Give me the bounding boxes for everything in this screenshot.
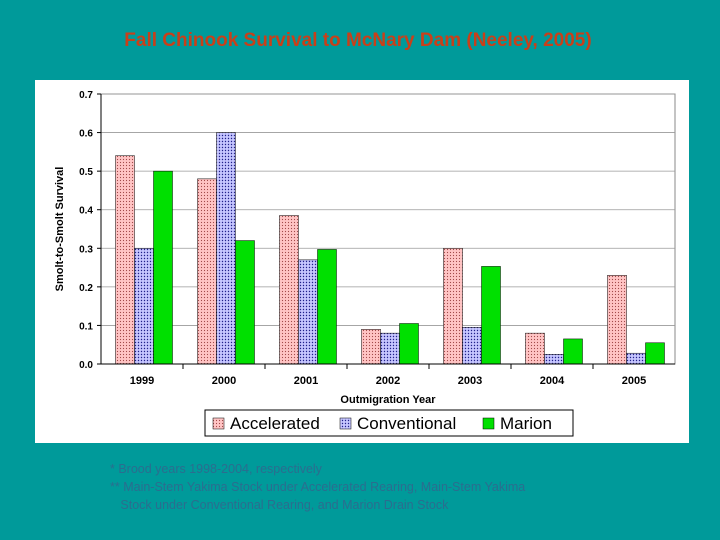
bar-conventional-1999: [134, 248, 154, 365]
x-tick-label: 2002: [376, 375, 400, 387]
x-tick-label: 2000: [212, 375, 236, 387]
y-tick-label: 0.7: [79, 90, 93, 101]
legend-label-accelerated: Accelerated: [230, 414, 320, 433]
footnote-line: Stock under Conventional Rearing, and Ma…: [110, 498, 449, 512]
bar-accelerated-2000: [197, 178, 217, 365]
plot-area: [100, 93, 676, 365]
x-tick-label: 1999: [130, 375, 154, 387]
bar-conventional-2001: [298, 259, 318, 365]
bar-marion-2003: [481, 266, 501, 365]
y-tick-label: 0.0: [79, 360, 93, 371]
legend-label-marion: Marion: [500, 414, 552, 433]
legend-label-conventional: Conventional: [357, 414, 456, 433]
x-tick-label: 2005: [622, 375, 646, 387]
bar-conventional-2004: [544, 354, 564, 365]
bar-conventional-2003: [462, 327, 482, 365]
bar-accelerated-2005: [607, 275, 627, 365]
y-tick-label: 0.1: [79, 321, 93, 332]
footnote-line: ** Main-Stem Yakima Stock under Accelera…: [110, 480, 526, 494]
x-tick-label: 2003: [458, 375, 482, 387]
bar-marion-2001: [317, 249, 337, 365]
bar-accelerated-2003: [443, 248, 463, 365]
legend-swatch-marion: [482, 417, 495, 430]
legend-swatch-conventional: [339, 417, 352, 430]
bar-marion-2004: [563, 338, 583, 365]
bar-conventional-2000: [216, 132, 236, 365]
footnotes: * Brood years 1998-2004, respectively **…: [110, 460, 690, 514]
page-title: Fall Chinook Survival to McNary Dam (Nee…: [124, 30, 592, 51]
bars-layer: [115, 132, 665, 365]
grid-layer: [100, 93, 676, 365]
x-tick-label: 2004: [540, 375, 565, 387]
bar-conventional-2005: [626, 352, 646, 365]
y-tick-label: 0.6: [79, 129, 93, 140]
legend-box: [204, 409, 574, 437]
y-tick-label: 0.5: [79, 167, 93, 178]
bar-accelerated-2001: [279, 215, 299, 365]
bar-marion-2000: [235, 240, 255, 365]
y-axis-title: Smolt-to-Smolt Survival: [54, 167, 66, 292]
y-tick-label: 0.2: [79, 283, 93, 294]
axis-layer: 0.0 0.1 0.2 0.3 0.4 0.5 0.6 0.7 1999 2000 2001 2002…: [54, 90, 675, 406]
x-axis-title: Outmigration Year: [340, 394, 436, 406]
bar-marion-2005: [645, 342, 665, 365]
x-tick-label: 2001: [294, 375, 318, 387]
bar-marion-2002: [399, 323, 419, 365]
bar-accelerated-2002: [361, 329, 381, 365]
legend-swatch-accelerated: [212, 417, 225, 430]
bar-marion-1999: [153, 170, 173, 365]
chart-panel: 0.0 0.1 0.2 0.3 0.4 0.5 0.6 0.7 1999 2000 2001 2002…: [35, 80, 689, 443]
legend: Accelerated Conventional Marion: [204, 409, 574, 437]
bar-accelerated-1999: [115, 155, 135, 365]
bar-conventional-2002: [380, 332, 400, 365]
y-tick-label: 0.4: [79, 206, 93, 217]
footnote-line: * Brood years 1998-2004, respectively: [110, 462, 322, 476]
bar-accelerated-2004: [525, 332, 545, 365]
y-tick-label: 0.3: [79, 244, 93, 255]
survival-bar-chart: 0.0 0.1 0.2 0.3 0.4 0.5 0.6 0.7 1999 2000 2001 2002…: [54, 90, 676, 437]
